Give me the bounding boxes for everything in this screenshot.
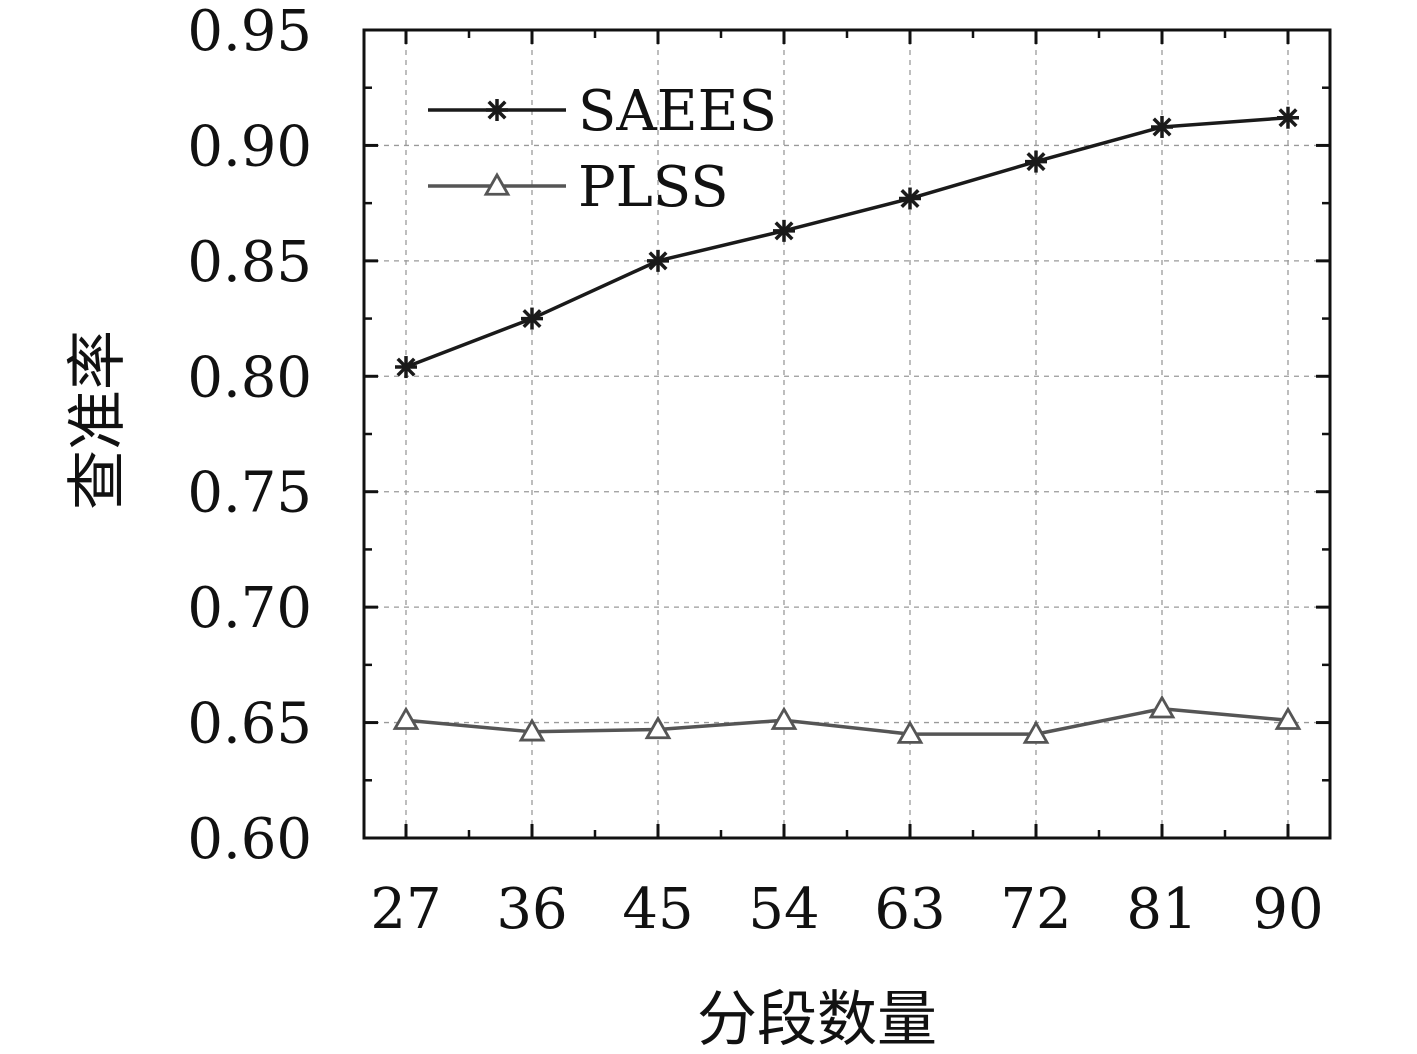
y-tick-label: 0.95 (187, 0, 312, 64)
legend-item-saees: SAEES (428, 79, 777, 144)
series-line-saees (405, 115, 1289, 369)
legend-item-plss: PLSS (428, 155, 729, 220)
data-point-saees (1277, 106, 1299, 129)
y-axis-title: 查准率 (63, 330, 133, 510)
data-point-saees (899, 187, 921, 210)
x-tick-label: 72 (1000, 877, 1071, 942)
x-tick-label: 27 (370, 877, 441, 942)
y-tick-label: 0.90 (187, 114, 312, 179)
grid (364, 30, 1330, 838)
legend: SAEES PLSS (428, 79, 777, 220)
x-tick-label: 81 (1126, 877, 1197, 942)
x-tick-label: 90 (1252, 877, 1323, 942)
series-line-plss (405, 706, 1289, 736)
x-tick-label: 36 (496, 877, 567, 942)
legend-label: SAEES (578, 79, 777, 144)
data-point-saees (1151, 115, 1173, 138)
legend-marker-saees (486, 99, 508, 121)
x-tick-label: 45 (622, 877, 693, 942)
data-point-saees (773, 219, 795, 242)
legend-marker-plss (483, 172, 511, 196)
x-tick-label: 63 (874, 877, 945, 942)
y-tick-label: 0.60 (187, 807, 312, 872)
data-point-plss (896, 720, 924, 744)
data-point-saees (395, 356, 417, 379)
data-point-plss (518, 717, 546, 742)
data-point-plss (392, 706, 420, 730)
data-point-plss (1022, 720, 1050, 744)
data-point-plss (770, 706, 798, 730)
data-point-plss (1148, 694, 1176, 719)
y-tick-label: 0.80 (187, 345, 312, 410)
y-tick-label: 0.75 (187, 461, 312, 526)
data-point-plss (644, 715, 672, 740)
series-plss (392, 694, 1302, 744)
legend-label: PLSS (578, 155, 729, 220)
y-tick-label: 0.85 (187, 230, 312, 295)
data-point-plss (1274, 706, 1302, 730)
x-tick-label: 54 (748, 877, 819, 942)
series-saees (395, 106, 1299, 379)
axis-ticks: 0.60 0.65 0.70 0.75 0.80 0.85 0.90 0.95 27 36 45 54… (187, 0, 1330, 942)
y-tick-label: 0.65 (187, 692, 312, 757)
data-point-saees (647, 249, 669, 272)
y-tick-label: 0.70 (187, 576, 312, 641)
data-point-saees (521, 307, 543, 330)
data-point-saees (1025, 150, 1047, 173)
series-layer (392, 106, 1302, 744)
x-axis-title: 分段数量 (697, 985, 937, 1054)
